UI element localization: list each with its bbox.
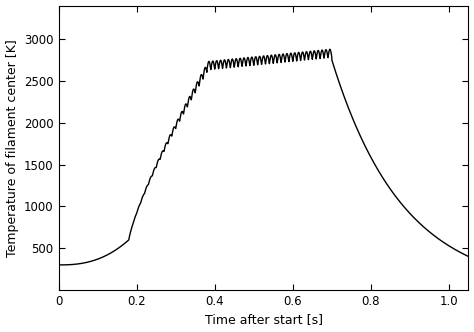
Y-axis label: Temperature of filament center [K]: Temperature of filament center [K]	[6, 39, 18, 257]
X-axis label: Time after start [s]: Time after start [s]	[204, 313, 322, 326]
